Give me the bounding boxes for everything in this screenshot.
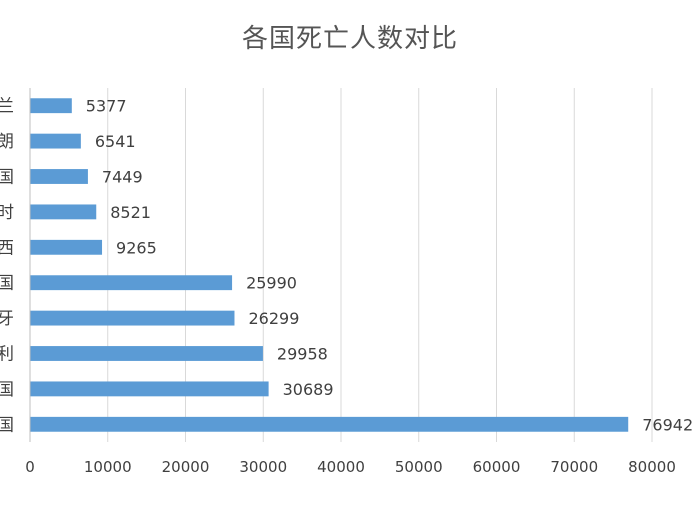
chart-title: 各国死亡人数对比 [241, 24, 458, 54]
category-label: 朗 [0, 132, 14, 152]
bar [30, 133, 81, 149]
data-label: 29958 [277, 345, 328, 364]
data-label: 30689 [283, 380, 334, 399]
bar [30, 239, 103, 255]
x-tick-label: 10000 [84, 458, 132, 476]
data-label: 26299 [248, 309, 299, 328]
data-label: 5377 [86, 97, 127, 116]
x-tick-label: 30000 [239, 458, 287, 476]
category-label: 利 [0, 345, 14, 365]
bar [30, 169, 88, 184]
data-label: 8521 [110, 203, 151, 222]
bar [30, 98, 72, 114]
x-tick-label: 70000 [550, 458, 598, 476]
x-tick-label: 40000 [317, 458, 365, 476]
bar [30, 346, 263, 361]
category-label: 国 [0, 380, 14, 400]
x-tick-label: 0 [25, 458, 35, 476]
category-label: 时 [0, 203, 14, 223]
data-label: 6541 [95, 132, 136, 151]
x-tick-label: 80000 [628, 458, 676, 476]
category-label: 国 [0, 274, 14, 294]
bar [30, 204, 97, 220]
data-label: 76942 [642, 415, 693, 434]
bar [30, 381, 269, 397]
bar [30, 275, 233, 291]
category-label: 兰 [0, 97, 14, 117]
category-label: 西 [0, 238, 14, 258]
x-tick-label: 50000 [395, 458, 443, 476]
category-label: 牙 [0, 309, 14, 329]
data-label: 9265 [116, 238, 157, 257]
data-label: 7449 [102, 168, 143, 187]
data-label: 25990 [246, 274, 297, 293]
category-label: 国 [0, 415, 14, 435]
category-label: 国 [0, 168, 14, 188]
x-tick-label: 60000 [473, 458, 521, 476]
bar [30, 310, 235, 326]
bar [30, 416, 629, 432]
x-tick-label: 20000 [162, 458, 210, 476]
